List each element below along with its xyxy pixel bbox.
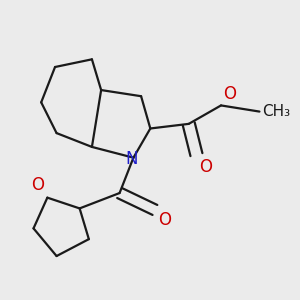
Text: CH₃: CH₃ — [262, 104, 291, 119]
Text: O: O — [224, 85, 236, 103]
Text: O: O — [31, 176, 44, 194]
Text: O: O — [200, 158, 212, 176]
Text: O: O — [158, 212, 171, 230]
Text: N: N — [126, 150, 138, 168]
